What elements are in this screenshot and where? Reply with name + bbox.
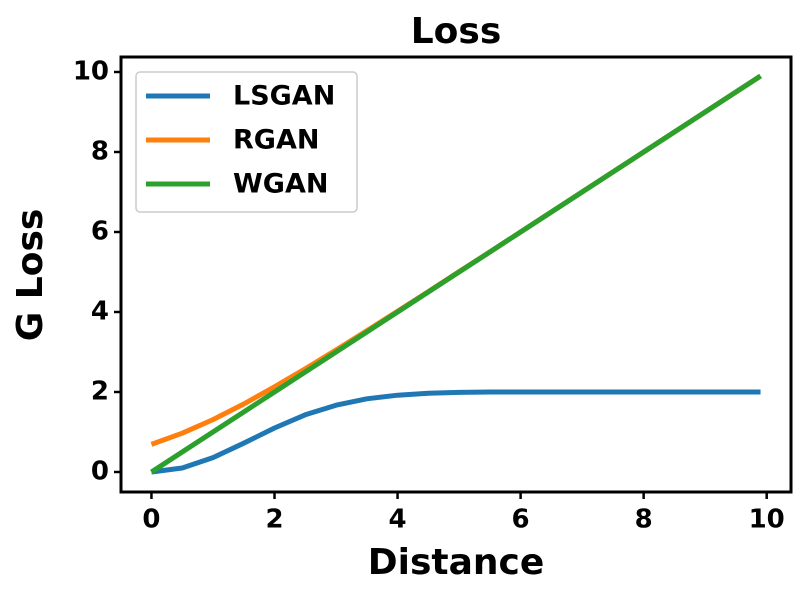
x-tick-label: 2 [265, 505, 283, 535]
x-tick-label: 8 [635, 505, 653, 535]
x-tick-label: 4 [389, 505, 407, 535]
legend-box [135, 71, 358, 213]
legend-label: WGAN [233, 169, 328, 200]
chart-title: Loss [411, 11, 502, 52]
line-series [150, 73, 762, 475]
y-axis-label: G Loss [10, 209, 51, 342]
x-tick-label: 0 [142, 505, 160, 535]
x-tick-label: 10 [749, 505, 785, 535]
y-tick-label: 8 [91, 137, 109, 167]
legend: LSGAN RGAN WGAN [135, 71, 358, 213]
plot-frame [119, 55, 793, 494]
x-axis-label: Distance [368, 542, 545, 583]
y-tick-label: 6 [91, 217, 109, 247]
legend-label: LSGAN [233, 81, 335, 112]
x-tick-label: 6 [512, 505, 530, 535]
line-series [151, 389, 761, 475]
y-tick-label: 4 [91, 297, 109, 327]
y-tick-label: 10 [73, 57, 109, 87]
legend-label: RGAN [233, 125, 319, 156]
y-tick-label: 0 [91, 457, 109, 487]
y-tick-label: 2 [91, 377, 109, 407]
